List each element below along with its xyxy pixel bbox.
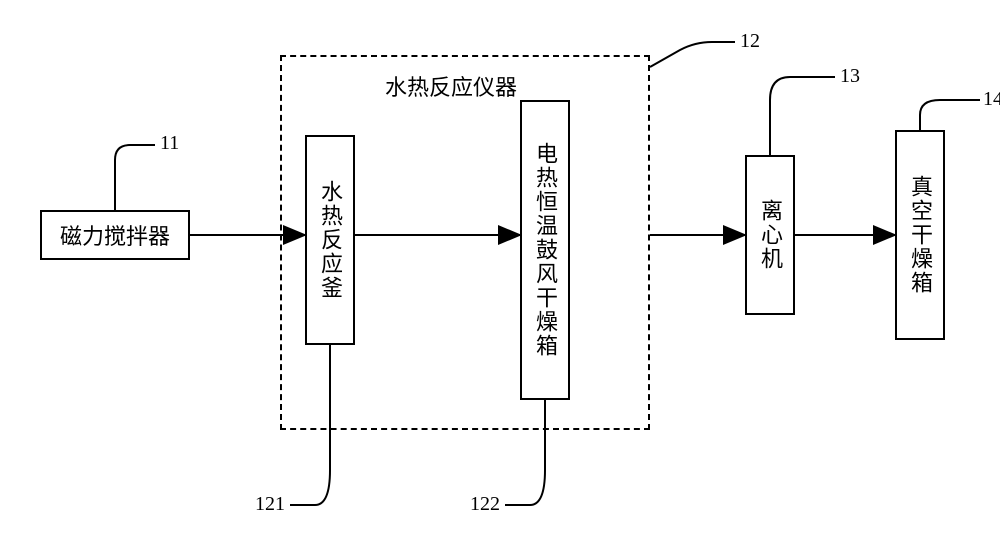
leader-13 bbox=[770, 77, 835, 155]
node-label: 真空干燥箱 bbox=[904, 175, 936, 295]
ref-label-14: 14 bbox=[983, 88, 1000, 111]
group-title: 水热反应仪器 bbox=[385, 70, 517, 102]
node-drying-oven: 电热恒温鼓风干燥箱 bbox=[520, 100, 570, 400]
leader-12 bbox=[650, 42, 735, 67]
node-label: 离心机 bbox=[754, 199, 786, 271]
ref-label-11: 11 bbox=[160, 132, 179, 155]
node-label: 电热恒温鼓风干燥箱 bbox=[529, 142, 561, 358]
node-magnetic-stirrer: 磁力搅拌器 bbox=[40, 210, 190, 260]
leader-14 bbox=[920, 100, 980, 130]
ref-label-13: 13 bbox=[840, 65, 860, 88]
node-centrifuge: 离心机 bbox=[745, 155, 795, 315]
node-hydrothermal-reactor: 水热反应釜 bbox=[305, 135, 355, 345]
leader-11 bbox=[115, 145, 155, 210]
node-vacuum-drying-box: 真空干燥箱 bbox=[895, 130, 945, 340]
node-label: 磁力搅拌器 bbox=[52, 215, 178, 255]
ref-label-122: 122 bbox=[470, 493, 500, 516]
diagram-canvas: 水热反应仪器 磁力搅拌器 水热反应釜 电热恒温鼓风干燥箱 离心机 真空干燥箱 1… bbox=[0, 0, 1000, 548]
ref-label-12: 12 bbox=[740, 30, 760, 53]
ref-label-121: 121 bbox=[255, 493, 285, 516]
node-label: 水热反应釜 bbox=[314, 180, 346, 300]
